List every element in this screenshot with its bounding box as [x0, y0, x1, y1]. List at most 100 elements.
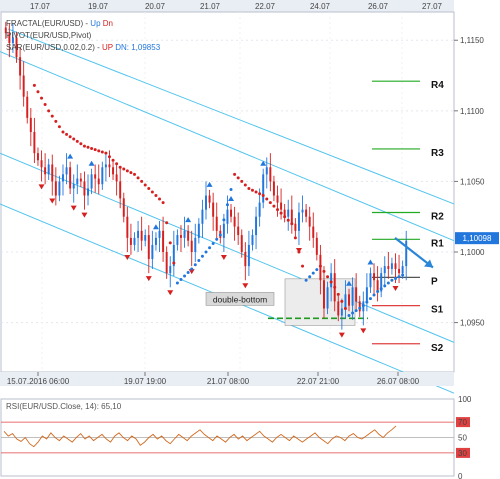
- sar-dot: [229, 188, 233, 192]
- sar-dot: [40, 96, 44, 100]
- rsi-label: RSI(EUR/USD.Close, 14): 65,10: [6, 402, 122, 411]
- sar-dot: [132, 172, 136, 176]
- candle-body: [26, 96, 29, 118]
- candle-body: [365, 287, 368, 302]
- sar-dot: [243, 183, 247, 187]
- sar-dot: [61, 130, 65, 134]
- rsi-tick-badge: [456, 447, 470, 458]
- candle-body: [151, 244, 154, 260]
- sar-dots: [32, 83, 405, 318]
- candle-body: [140, 230, 143, 241]
- candle-body: [294, 223, 297, 231]
- candle-body: [390, 263, 393, 269]
- fractal-dn-marker: [70, 205, 77, 211]
- candle-body: [194, 237, 197, 252]
- candle-body: [112, 167, 115, 175]
- candle-body: [305, 209, 308, 217]
- sar-dot: [304, 278, 308, 282]
- candle-body: [255, 216, 258, 236]
- sar-dot: [197, 258, 201, 262]
- sar-dot: [290, 222, 294, 226]
- candle-body: [154, 237, 157, 245]
- sar-dot: [258, 192, 262, 196]
- pivot-level-label: R3: [431, 148, 444, 159]
- candle-body: [351, 287, 354, 306]
- sar-dot: [200, 254, 204, 258]
- fractal-dn-marker: [295, 247, 302, 253]
- candle-body: [201, 209, 204, 224]
- sar-dot: [193, 263, 197, 267]
- candle-body: [226, 209, 229, 224]
- candle-body: [326, 287, 329, 309]
- candle-body: [33, 132, 36, 154]
- sar-dot: [340, 299, 344, 303]
- sar-dot: [283, 215, 287, 219]
- candle-body: [133, 237, 136, 245]
- candle-body: [340, 308, 343, 316]
- sar-dot: [368, 297, 372, 301]
- pivot-level-label: S2: [431, 343, 444, 354]
- sar-dot: [122, 167, 126, 171]
- fractal-dn-marker: [360, 328, 367, 334]
- candle-body: [147, 235, 150, 260]
- candle-body: [144, 235, 147, 241]
- sar-dot: [97, 149, 101, 153]
- candle-body: [108, 164, 111, 168]
- svg-text:SAR(EUR/USD,0.02,0.2) - UP DN:: SAR(EUR/USD,0.02,0.2) - UP DN: 1,09853: [6, 43, 161, 52]
- candle-body: [94, 174, 97, 179]
- candle-body: [230, 209, 233, 217]
- candle-body: [383, 266, 386, 274]
- candle-body: [165, 252, 168, 274]
- annotation-label-bg: [205, 292, 275, 306]
- top-date-label: 17.07: [30, 2, 51, 11]
- rsi-axis: 100 70 50 30 0: [456, 395, 472, 479]
- sar-dot: [111, 158, 115, 162]
- sar-dot: [47, 109, 51, 113]
- pivot-level-label: R1: [431, 238, 444, 249]
- top-date-label: 20.07: [145, 2, 166, 11]
- candle-body: [290, 209, 293, 224]
- candle-body: [262, 174, 265, 203]
- fractal-dn-marker: [167, 290, 174, 296]
- sar-dot: [386, 281, 390, 285]
- candle-body: [272, 181, 275, 196]
- top-date-label: 27.07: [422, 2, 443, 11]
- candle-body: [265, 167, 268, 175]
- candle-body: [237, 226, 240, 236]
- candle-body: [76, 178, 79, 185]
- candle-body: [197, 223, 200, 238]
- candle-body: [312, 226, 315, 238]
- candle-body: [169, 266, 172, 274]
- candle-body: [190, 240, 193, 252]
- sar-dot: [301, 264, 305, 268]
- candle-body: [19, 57, 22, 76]
- candle-body: [269, 167, 272, 182]
- candle-body: [208, 195, 211, 203]
- candle-body: [222, 223, 225, 238]
- fractal-up-marker: [67, 153, 74, 159]
- sar-dot: [293, 236, 297, 240]
- candle-body: [83, 181, 86, 196]
- sar-dot: [208, 246, 212, 250]
- candle-body: [62, 174, 64, 182]
- sar-label: SAR(EUR/USD,0.02,0.2) -: [6, 43, 102, 52]
- fractal-dn-marker: [220, 255, 227, 260]
- channel-line: [0, 152, 455, 343]
- bottom-date-axis: 15.07.2016 06:00 19.07 19:00 21.07 08:00 22…: [7, 372, 420, 386]
- forecast-arrowhead: [424, 259, 433, 268]
- sar-dot: [32, 83, 36, 87]
- svg-text:FRACTAL(EUR/USD) - Up Dn: FRACTAL(EUR/USD) - Up Dn: [6, 19, 113, 28]
- candle-body: [344, 294, 347, 309]
- sar-dot: [358, 306, 362, 310]
- candle-body: [72, 184, 75, 189]
- candle-body: [97, 178, 100, 185]
- sar-dot: [82, 144, 86, 148]
- sar-dot: [107, 155, 111, 159]
- rsi-line: [3, 425, 397, 448]
- sar-dot: [43, 102, 47, 106]
- sar-dot: [401, 273, 405, 277]
- candle-body: [122, 198, 125, 217]
- indicator-legend: FRACTAL(EUR/USD) - Up Dn PIVOT(EUR/USD,P…: [6, 19, 161, 52]
- candle-body: [258, 202, 261, 217]
- forecast-arrow: [394, 237, 434, 269]
